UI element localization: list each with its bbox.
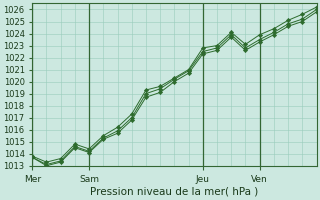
X-axis label: Pression niveau de la mer( hPa ): Pression niveau de la mer( hPa ): [90, 187, 259, 197]
